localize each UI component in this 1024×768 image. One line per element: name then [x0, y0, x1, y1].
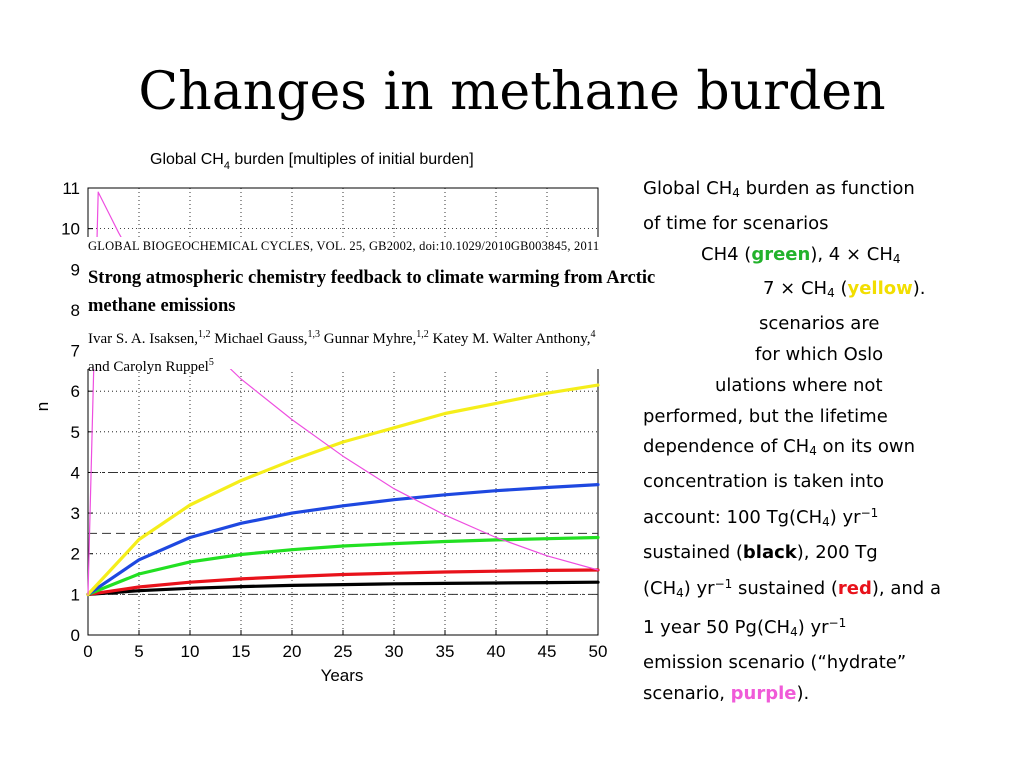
caption-line: (CH4) yr−1 sustained (red), and a — [643, 576, 941, 600]
citation-journal: GLOBAL BIOGEOCHEMICAL CYCLES, VOL. 25, G… — [88, 239, 600, 253]
caption-line: performed, but the lifetime — [643, 405, 888, 427]
series-line-0 — [86, 580, 600, 596]
y-tick-label: 0 — [71, 626, 80, 645]
x-tick-label: 30 — [385, 642, 404, 661]
purple-label: purple — [730, 682, 797, 704]
caption-line: 7 × CH4 (yellow). — [763, 278, 926, 301]
series-line-1 — [86, 568, 600, 596]
x-tick-label: 0 — [83, 642, 92, 661]
caption-line: account: 100 Tg(CH4) yr−1 — [643, 505, 879, 529]
caption-line: of time for scenarios — [643, 212, 829, 234]
caption-line: 1 year 50 Pg(CH4) yr−1 — [643, 616, 847, 640]
citation-authors: Ivar S. A. Isaksen,1,2 Michael Gauss,1,3… — [88, 329, 596, 375]
caption-line: for which Oslo — [755, 343, 884, 365]
caption-line: concentration is taken into — [643, 471, 885, 493]
paper-citation: GLOBAL BIOGEOCHEMICAL CYCLES, VOL. 25, G… — [86, 237, 706, 375]
x-tick-label: 45 — [538, 642, 557, 661]
red-label: red — [837, 577, 872, 599]
x-tick-label: 5 — [134, 642, 143, 661]
chart-title: Global CH4 burden [multiples of initial … — [150, 151, 474, 172]
caption-line: ulations where not — [715, 374, 883, 396]
series-line-5 — [87, 191, 599, 595]
y-tick-label: 8 — [71, 301, 80, 320]
caption-line: CH4 (green), 4 × CH4 — [701, 243, 901, 266]
methane-burden-chart: Global CH4 burden [multiples of initial … — [33, 151, 608, 685]
x-tick-label: 50 — [589, 642, 608, 661]
x-tick-label: 40 — [487, 642, 506, 661]
x-tick-label: 15 — [232, 642, 251, 661]
y-tick-label: 4 — [71, 463, 80, 482]
x-tick-label: 20 — [283, 642, 302, 661]
yellow-label: yellow — [847, 278, 913, 300]
caption-line: Global CH4 burden as function — [643, 178, 915, 200]
caption-line: emission scenario (“hydrate” — [643, 652, 907, 674]
citation-title: Strong atmospheric chemistry feedback to… — [88, 268, 656, 316]
x-tick-label: 35 — [436, 642, 455, 661]
y-tick-label: 1 — [71, 585, 80, 604]
y-tick-label: 3 — [71, 504, 80, 523]
figure-caption: Global CH4 burden as function of time fo… — [643, 174, 983, 710]
series-line-3 — [86, 483, 600, 596]
green-label: green — [751, 243, 811, 265]
y-tick-label: 5 — [71, 423, 80, 442]
caption-line: scenario, purple). — [643, 682, 810, 704]
series-line-4 — [86, 383, 600, 596]
y-tick-label: 10 — [61, 220, 80, 239]
x-tick-label: 25 — [334, 642, 353, 661]
y-tick-label: 2 — [71, 545, 80, 564]
x-axis-label: Years — [321, 666, 364, 685]
slide-title: Changes in methane burden — [138, 62, 886, 122]
y-tick-label: 9 — [71, 260, 80, 279]
caption-line: sustained (black), 200 Tg — [643, 541, 878, 563]
y-tick-label: 6 — [71, 382, 80, 401]
x-tick-label: 10 — [181, 642, 200, 661]
caption-line: scenarios are — [759, 313, 880, 335]
y-tick-label: 11 — [62, 179, 80, 198]
black-label: black — [742, 541, 797, 563]
y-tick-label: 7 — [71, 342, 80, 361]
caption-line: dependence of CH4 on its own — [643, 436, 915, 459]
y-axis-label: n — [33, 402, 52, 411]
series-line-2 — [86, 535, 600, 596]
